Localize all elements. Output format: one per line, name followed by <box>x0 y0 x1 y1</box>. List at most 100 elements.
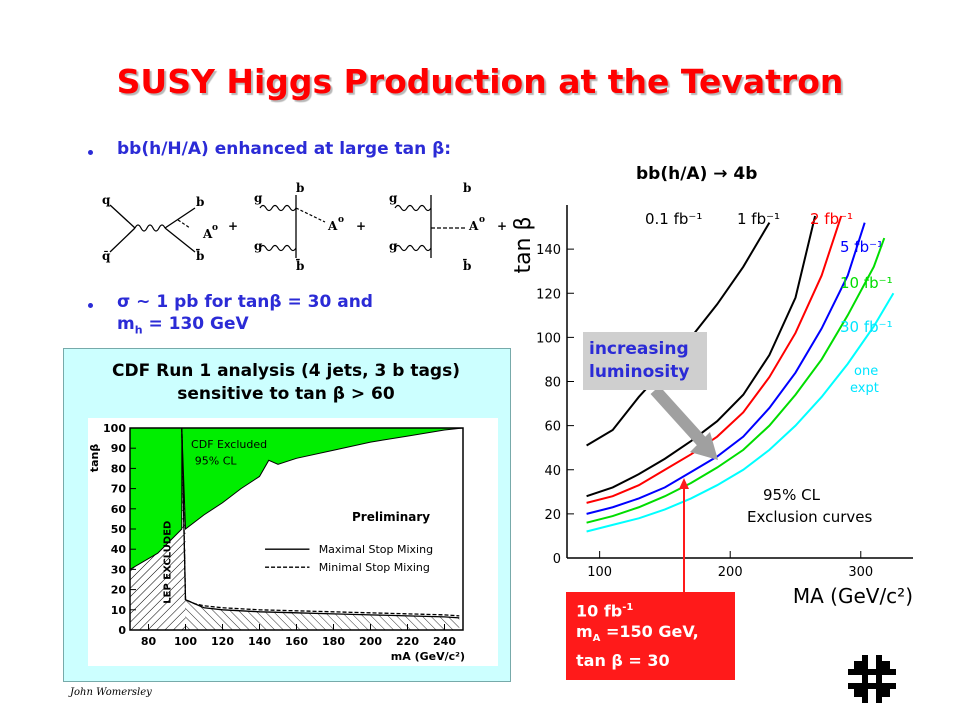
bullet-2-line1: σ ~ 1 pb for tanβ = 30 and <box>117 292 373 312</box>
increasing-luminosity-label: increasing luminosity <box>583 332 707 390</box>
y-tick-label: 100 <box>103 422 126 435</box>
series-label: 1 fb⁻¹ <box>737 210 780 228</box>
bullet-2: σ ~ 1 pb for tanβ = 30 and mh = 130 GeV <box>117 291 373 341</box>
label-g: g <box>389 239 398 253</box>
series-label: 0.1 fb⁻¹ <box>645 210 702 228</box>
right-chart-title: bb(h/A) → 4b <box>636 164 758 184</box>
page-title: SUSY Higgs Production at the Tevatron <box>116 62 844 101</box>
x-tick-label: 100 <box>174 635 197 648</box>
x-tick-label: 200 <box>359 635 382 648</box>
y-tick-label: 0 <box>118 624 126 637</box>
y-tick-label: 50 <box>111 523 127 536</box>
benchmark-point-box: 10 fb-1 mA =150 GeV, tan β = 30 <box>566 592 735 680</box>
cdf-plot-area: 80 100 120 140 160 180 200 220 240 0 10 20 30 40 50 60 7… <box>88 422 465 663</box>
annotation-95cl: 95% CL <box>195 454 238 467</box>
y-tick-label: 20 <box>544 508 561 523</box>
bullet-dot <box>88 150 93 155</box>
label-qbar: q̄ <box>102 249 111 263</box>
annotation-preliminary: Preliminary <box>352 510 430 524</box>
footer-author: John Womersley <box>70 687 152 698</box>
label-A0-sup: o <box>212 223 218 233</box>
y-tick-label: 30 <box>111 563 127 576</box>
label-g: g <box>254 239 263 253</box>
y-tick-label: 40 <box>111 543 127 556</box>
label-bbar: b̄ <box>296 257 304 273</box>
label-g: g <box>254 191 263 205</box>
x-tick-label: 80 <box>141 635 157 648</box>
y-tick-label: 70 <box>111 483 127 496</box>
label-g: g <box>389 191 398 205</box>
cdf-excluded-region <box>129 427 464 571</box>
label-A0: A <box>327 219 338 233</box>
y-tick-label: 80 <box>111 462 127 475</box>
x-tick-label: 160 <box>285 635 308 648</box>
plus-sign: + <box>497 219 507 233</box>
annotation-exclusion-curves: Exclusion curves <box>747 508 872 526</box>
plus-sign: + <box>356 219 366 233</box>
label-A0-sup: o <box>338 215 344 225</box>
label-A0: A <box>468 219 479 233</box>
feynman-diagram-1: q q̄ b b̄ A o + <box>102 193 238 263</box>
x-tick-label: 300 <box>848 565 873 580</box>
y-tick-label: 80 <box>544 376 561 391</box>
x-tick-label: 200 <box>718 565 743 580</box>
legend-label: Maximal Stop Mixing <box>319 543 433 556</box>
feynman-diagram-2: g g b b̄ A o + <box>254 181 366 273</box>
x-tick-label: 140 <box>248 635 271 648</box>
fermilab-logo-icon <box>848 655 896 703</box>
annotation-expt: expt <box>850 381 879 396</box>
right-ylabel: tan β <box>511 216 536 273</box>
bullet-1: bb(h/H/A) enhanced at large tan β: <box>117 139 452 159</box>
label-A0-sup: o <box>479 215 485 225</box>
series-label: 5 fb⁻¹ <box>840 238 883 256</box>
label-A0: A <box>202 227 213 241</box>
y-tick-label: 90 <box>111 442 127 455</box>
exclusion-curve <box>586 215 817 498</box>
minimal-stop-mixing-line <box>181 427 460 617</box>
x-tick-label: 180 <box>322 635 345 648</box>
cdf-caption: CDF Run 1 analysis (4 jets, 3 b tags) se… <box>63 360 509 406</box>
low-tanb-excluded-region <box>181 428 460 630</box>
x-tick-label: 240 <box>433 635 456 648</box>
x-tick-label: 100 <box>587 565 612 580</box>
bullet-2-line2: mh = 130 GeV <box>117 314 249 337</box>
y-tick-label: 60 <box>111 503 127 516</box>
cdf-caption-line1: CDF Run 1 analysis (4 jets, 3 b tags) <box>111 361 460 381</box>
exclusion-curve <box>586 292 895 533</box>
y-tick-label: 120 <box>536 287 561 302</box>
label-bbar: b̄ <box>196 247 204 263</box>
label-q: q <box>102 193 111 207</box>
y-tick-label: 140 <box>536 243 561 258</box>
legend-label: Minimal Stop Mixing <box>319 561 430 574</box>
red-pointer-arrow-icon <box>679 478 689 596</box>
cdf-exclusion-chart: 80 100 120 140 160 180 200 220 240 0 10 20 30 40 50 60 7… <box>88 418 498 666</box>
right-xlabel: MA (GeV/c²) <box>793 584 913 608</box>
exclusion-curve <box>586 222 866 515</box>
feynman-diagrams: q q̄ b b̄ A o + g g b b̄ A o + <box>102 181 507 273</box>
cdf-xlabel: mA (GeV/c²) <box>391 650 465 663</box>
series-label: 10 fb⁻¹ <box>840 274 893 292</box>
y-tick-label: 60 <box>544 420 561 435</box>
label-bbar: b̄ <box>463 257 471 273</box>
label-b: b <box>196 195 204 209</box>
series-label: 2 fb⁻¹ <box>810 210 853 228</box>
label-b: b <box>463 181 471 195</box>
annotation-95cl: 95% CL <box>763 486 821 504</box>
plus-sign: + <box>228 219 238 233</box>
annotation-cdf-excluded: CDF Excluded <box>191 438 267 451</box>
y-tick-label: 40 <box>544 464 561 479</box>
label-b: b <box>296 181 304 195</box>
series-label: 30 fb⁻¹ <box>840 318 893 336</box>
y-tick-label: 0 <box>553 552 561 567</box>
annotation-one: one <box>854 364 878 379</box>
y-tick-label: 10 <box>111 604 127 617</box>
exclusion-curve <box>586 237 886 524</box>
x-tick-label: 220 <box>396 635 419 648</box>
x-tick-label: 120 <box>211 635 234 648</box>
y-tick-label: 20 <box>111 584 127 597</box>
feynman-diagram-3: g g b b̄ A o + <box>389 181 507 273</box>
exclusion-curve <box>586 215 843 504</box>
bullet-dot <box>88 303 93 308</box>
